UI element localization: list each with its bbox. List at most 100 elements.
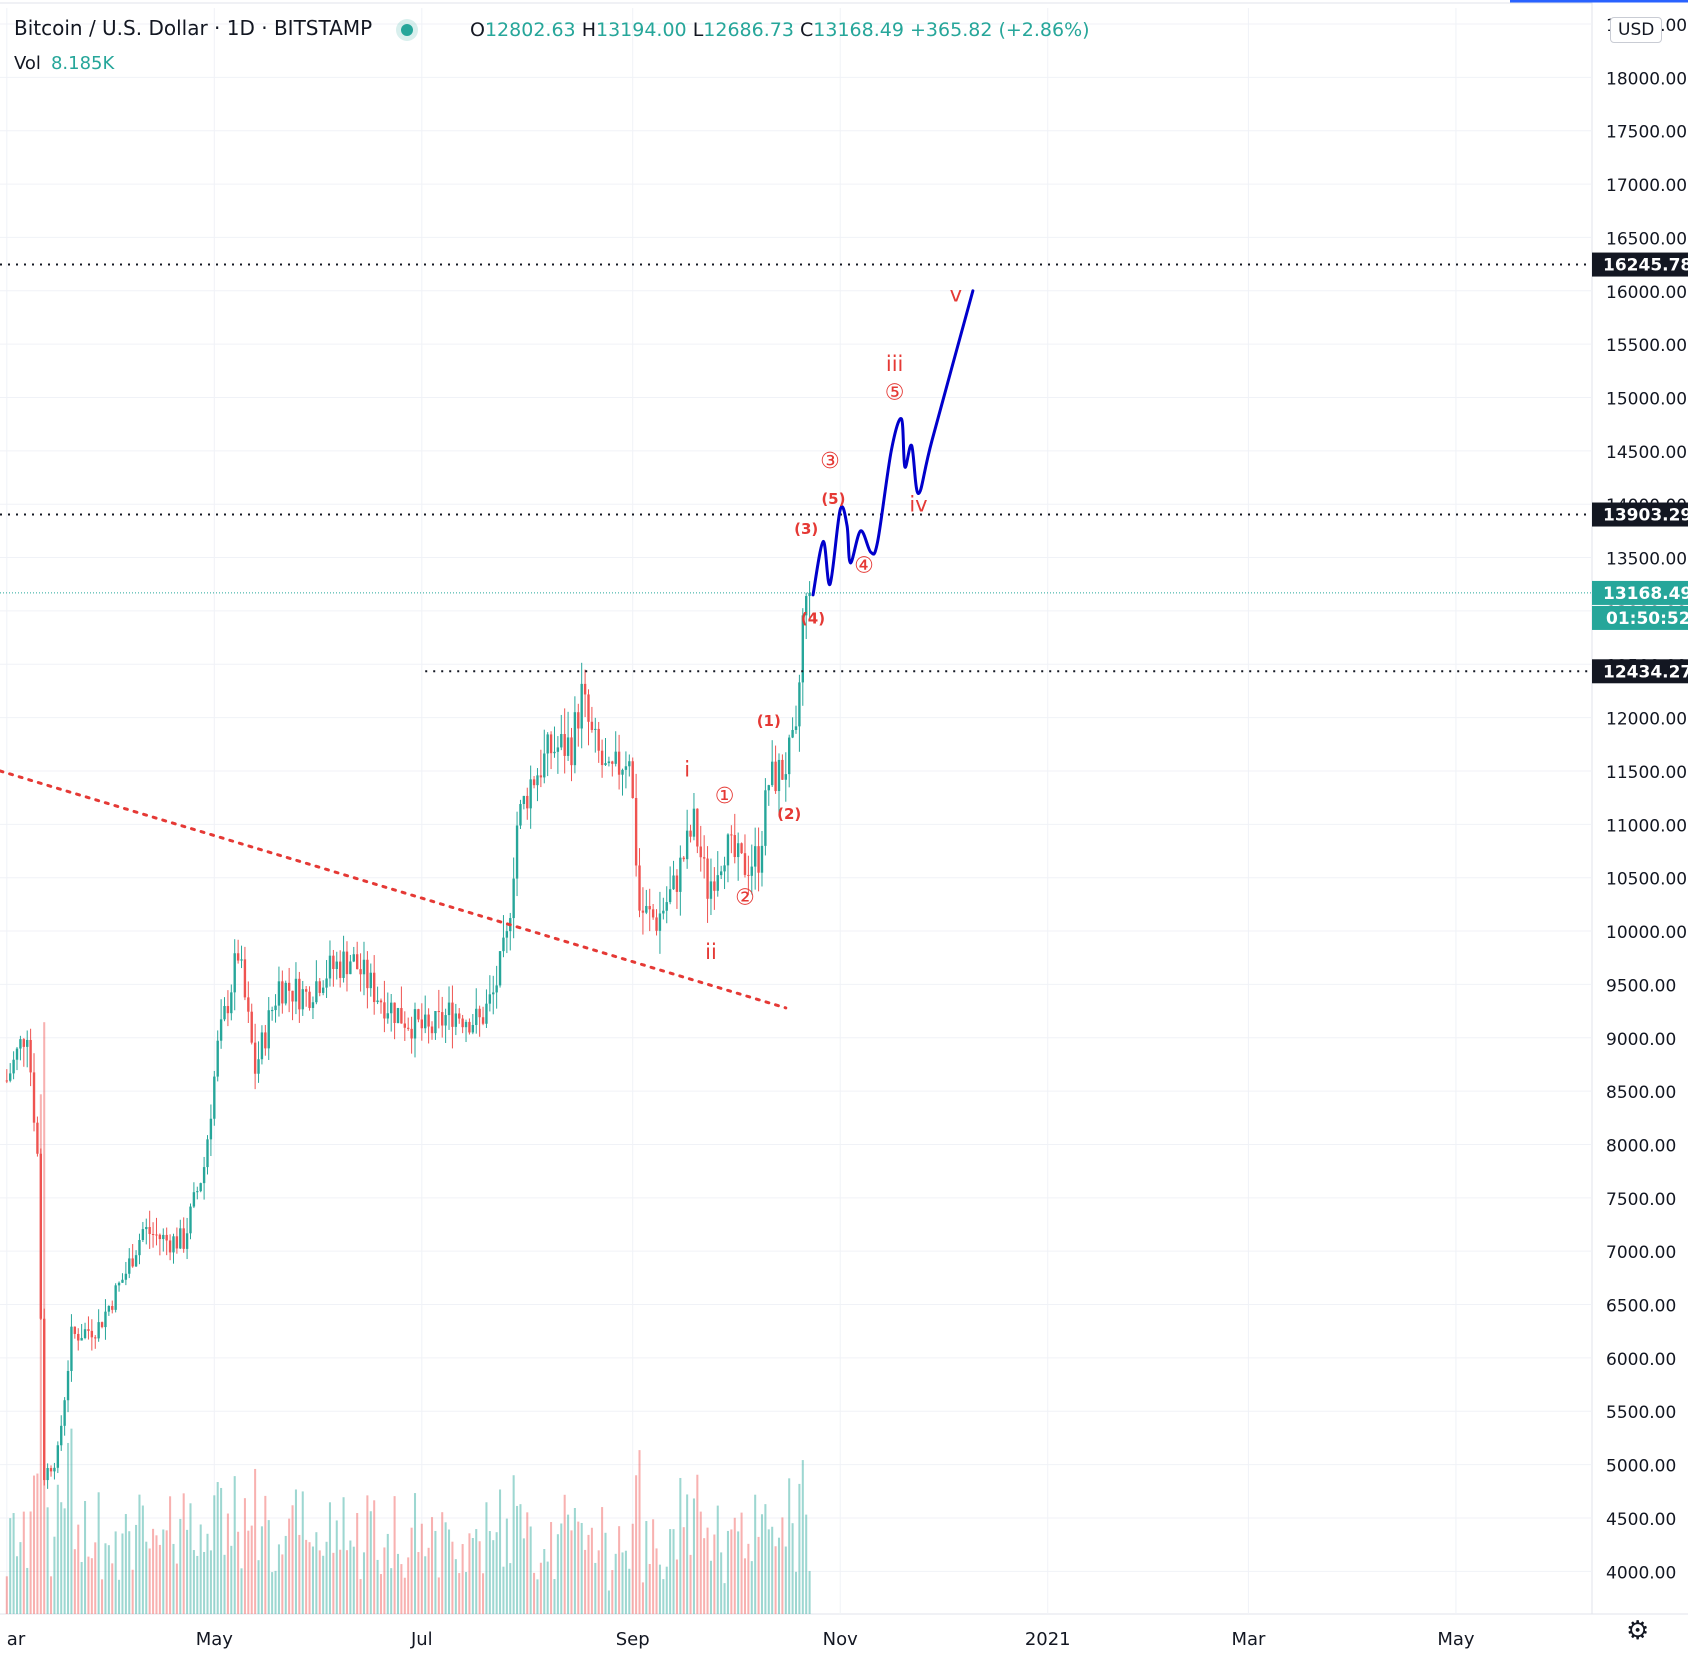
volume-bar bbox=[638, 1450, 641, 1614]
volume-bar bbox=[294, 1489, 297, 1614]
candle-body bbox=[236, 953, 240, 961]
volume-bar bbox=[237, 1531, 240, 1614]
candle-body bbox=[223, 1006, 226, 1020]
candle-body bbox=[257, 1059, 260, 1074]
level-label: 12434.27 bbox=[1603, 662, 1688, 682]
candle-body bbox=[607, 761, 611, 764]
volume-legend: Vol 8.185K bbox=[14, 53, 114, 74]
candle-body bbox=[298, 978, 301, 1010]
volume-bar bbox=[505, 1518, 508, 1614]
candle-body bbox=[651, 909, 655, 918]
candle-body bbox=[481, 1017, 485, 1024]
candle-body bbox=[566, 737, 570, 756]
candle-body bbox=[410, 1028, 413, 1039]
volume-bar bbox=[393, 1496, 396, 1614]
volume-bar bbox=[213, 1495, 216, 1614]
candle-body bbox=[172, 1236, 175, 1253]
y-tick-label: 15000.00 bbox=[1606, 389, 1687, 409]
symbol-name: Bitcoin / U.S. Dollar bbox=[14, 16, 208, 40]
candle-body bbox=[638, 865, 641, 911]
candle-body bbox=[128, 1258, 131, 1274]
volume-bar bbox=[240, 1568, 243, 1614]
candle-body bbox=[168, 1240, 172, 1253]
y-tick-label: 5500.00 bbox=[1606, 1403, 1676, 1423]
candle-body bbox=[515, 825, 519, 879]
wave-label[interactable]: v bbox=[950, 282, 962, 306]
volume-bar bbox=[43, 1022, 46, 1614]
volume-bar bbox=[104, 1543, 107, 1614]
wave-label[interactable]: (4) bbox=[801, 610, 825, 628]
close-label: C bbox=[800, 19, 814, 41]
candle-body bbox=[471, 1024, 475, 1033]
candle-body bbox=[148, 1227, 151, 1235]
candle-body bbox=[580, 683, 583, 729]
candle-body bbox=[199, 1183, 202, 1192]
y-tick-label: 10000.00 bbox=[1606, 923, 1687, 943]
candle-body bbox=[94, 1337, 97, 1339]
candle-body bbox=[777, 759, 781, 792]
y-tick-label: 5000.00 bbox=[1606, 1457, 1676, 1477]
volume-bar bbox=[383, 1547, 386, 1614]
candle-body bbox=[355, 954, 359, 970]
volume-bar bbox=[437, 1577, 440, 1614]
trendline[interactable] bbox=[0, 769, 788, 1010]
candle-body bbox=[46, 1468, 49, 1481]
candle-body bbox=[43, 1318, 46, 1481]
volume-bar bbox=[482, 1573, 485, 1614]
volume-bar bbox=[359, 1579, 362, 1614]
gear-icon[interactable]: ⚙ bbox=[1626, 1616, 1650, 1646]
wave-label[interactable]: i bbox=[684, 757, 690, 781]
wave-label[interactable]: ii bbox=[705, 940, 717, 964]
candle-body bbox=[696, 808, 699, 847]
candle-body bbox=[505, 931, 509, 938]
wave-label[interactable]: ③ bbox=[820, 449, 840, 474]
x-tick-label: May bbox=[196, 1629, 234, 1650]
candle-body bbox=[757, 846, 760, 873]
volume-bar bbox=[77, 1524, 80, 1614]
candle-body bbox=[376, 1000, 379, 1003]
volume-bar bbox=[26, 1567, 29, 1614]
projection-path[interactable] bbox=[811, 289, 975, 597]
wave-label[interactable]: ① bbox=[715, 784, 735, 809]
y-tick-label: 8500.00 bbox=[1606, 1083, 1676, 1103]
candle-body bbox=[145, 1227, 148, 1230]
interval[interactable]: 1D bbox=[226, 16, 255, 40]
candle-body bbox=[39, 1153, 43, 1319]
wave-label[interactable]: iv bbox=[909, 493, 927, 517]
candle-body bbox=[427, 1014, 430, 1027]
volume-bar bbox=[169, 1496, 172, 1614]
volume-bar bbox=[492, 1540, 495, 1614]
wave-label[interactable]: ⑤ bbox=[885, 381, 905, 406]
volume-bar bbox=[628, 1568, 631, 1614]
wave-label[interactable]: (1) bbox=[757, 712, 781, 730]
candle-body bbox=[349, 961, 352, 975]
wave-label[interactable]: ② bbox=[735, 885, 755, 910]
wave-label[interactable]: ④ bbox=[854, 554, 874, 579]
wave-label[interactable]: (3) bbox=[794, 520, 818, 538]
wave-label[interactable]: (2) bbox=[777, 805, 801, 823]
candle-body bbox=[583, 683, 587, 695]
candle-body bbox=[206, 1139, 209, 1168]
volume-bar bbox=[441, 1512, 444, 1614]
candle-body bbox=[124, 1273, 128, 1280]
volume-bar bbox=[590, 1527, 593, 1614]
symbol-header[interactable]: Bitcoin / U.S. Dollar · 1D · BITSTAMP bbox=[14, 16, 413, 40]
volume-bar bbox=[203, 1551, 206, 1614]
currency-unit-button[interactable]: USD bbox=[1610, 17, 1663, 43]
level-label: 13903.29 bbox=[1603, 506, 1688, 526]
volume-bar bbox=[216, 1482, 219, 1614]
candle-body bbox=[736, 843, 740, 858]
volume-bar bbox=[369, 1511, 372, 1614]
candle-body bbox=[29, 1039, 32, 1073]
volume-bar bbox=[679, 1477, 682, 1614]
candle-body bbox=[641, 910, 645, 913]
candle-body bbox=[539, 775, 543, 778]
candle-body bbox=[315, 981, 318, 1003]
volume-bar bbox=[356, 1513, 359, 1614]
wave-label[interactable]: iii bbox=[886, 352, 904, 376]
candle-body bbox=[475, 1008, 478, 1025]
wave-label[interactable]: (5) bbox=[821, 490, 845, 508]
candle-body bbox=[573, 712, 577, 766]
